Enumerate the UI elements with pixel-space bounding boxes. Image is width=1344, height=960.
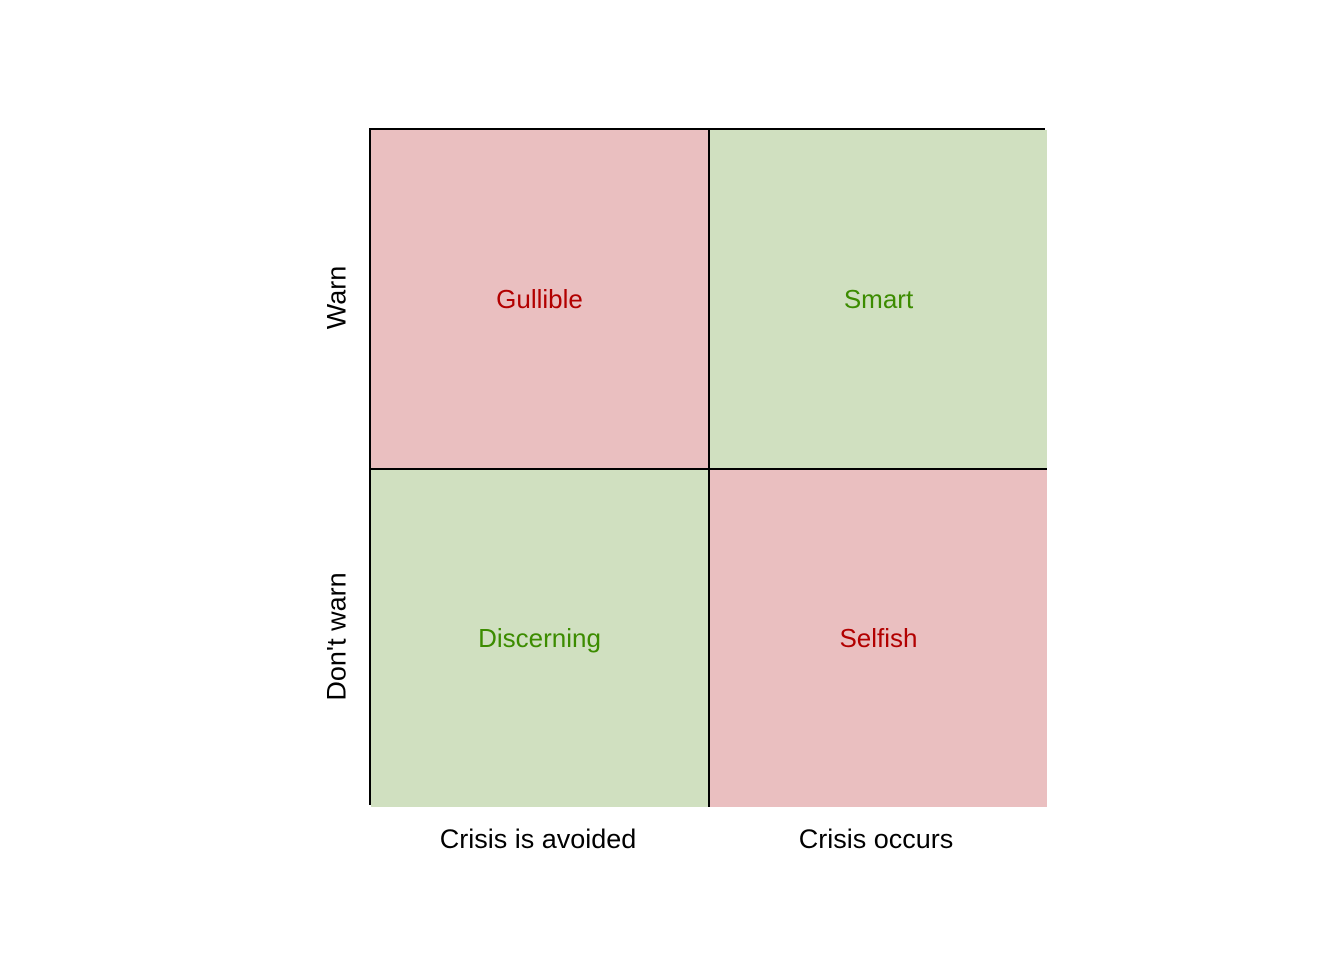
cell-label-discerning: Discerning xyxy=(478,623,601,653)
cell-warn-crisis-avoided: Gullible xyxy=(371,130,709,469)
cell-dont-warn-crisis-occurs: Selfish xyxy=(709,469,1047,807)
outcome-matrix: Gullible Smart Discerning Selfish xyxy=(369,128,1047,807)
column-label-crisis-avoided: Crisis is avoided xyxy=(439,824,637,854)
row-label-warn: Warn xyxy=(321,265,352,330)
row-label-dont-warn: Don't warn xyxy=(321,571,352,701)
cell-label-selfish: Selfish xyxy=(839,623,918,653)
cell-warn-crisis-occurs: Smart xyxy=(709,130,1047,469)
cell-dont-warn-crisis-avoided: Discerning xyxy=(371,469,709,807)
cell-label-smart: Smart xyxy=(843,283,914,314)
column-label-crisis-occurs: Crisis occurs xyxy=(798,824,954,854)
cell-label-gullible: Gullible xyxy=(496,283,583,314)
